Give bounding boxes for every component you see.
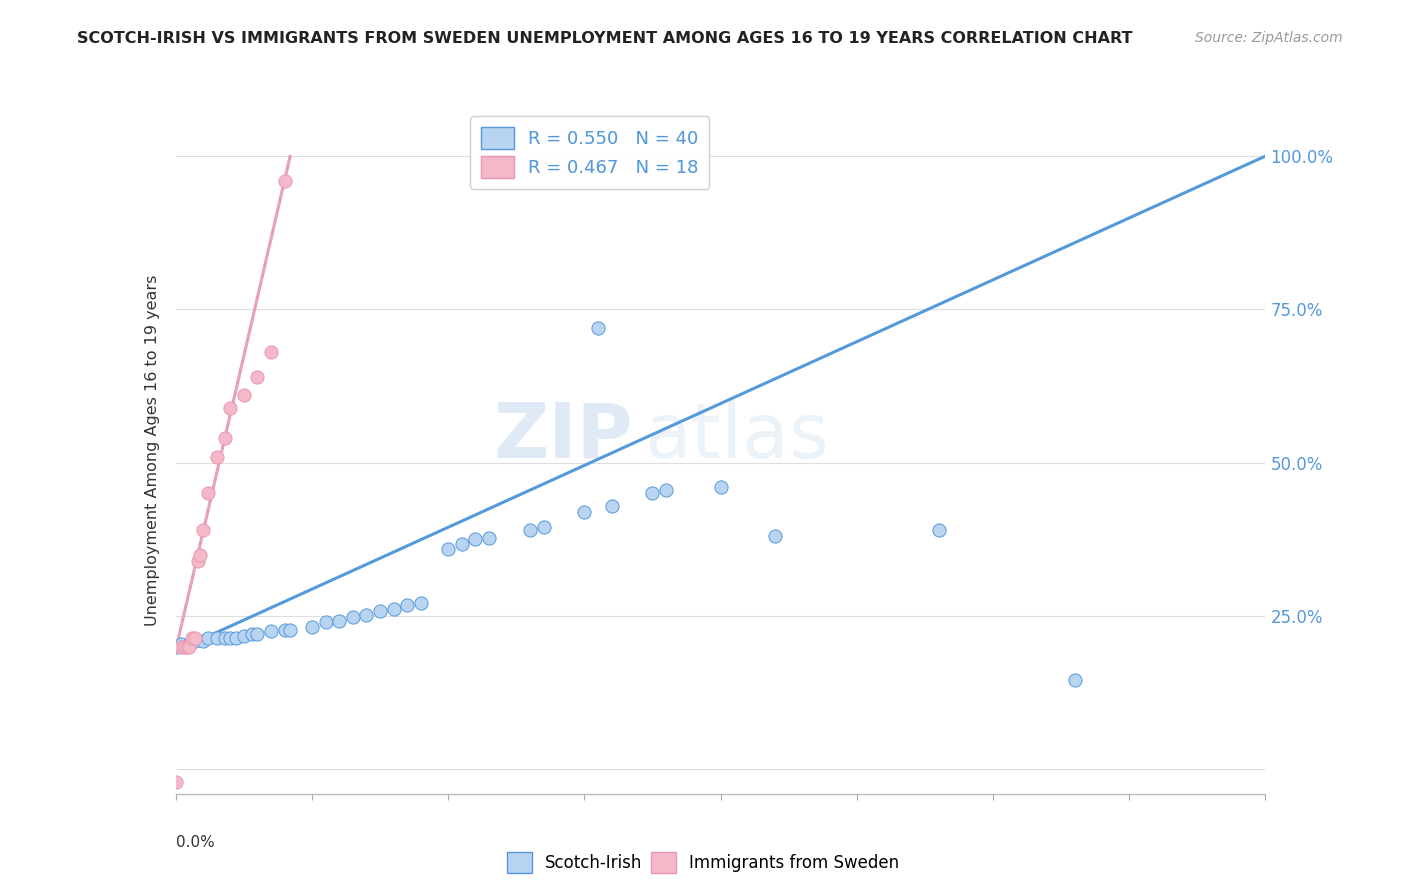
Point	[188, 548, 211, 562]
Point	[214, 431, 236, 445]
Point	[214, 631, 236, 645]
Point	[240, 627, 263, 641]
Text: SCOTCH-IRISH VS IMMIGRANTS FROM SWEDEN UNEMPLOYMENT AMONG AGES 16 TO 19 YEARS CO: SCOTCH-IRISH VS IMMIGRANTS FROM SWEDEN U…	[77, 31, 1133, 46]
Point	[368, 604, 391, 618]
Point	[450, 537, 472, 551]
Point	[165, 774, 187, 789]
Point	[246, 369, 269, 384]
Text: ZIP: ZIP	[494, 400, 633, 474]
Point	[219, 401, 242, 415]
Point	[763, 529, 786, 543]
Point	[197, 631, 219, 645]
Point	[519, 523, 541, 537]
Point	[191, 523, 214, 537]
Point	[655, 483, 678, 498]
Point	[356, 607, 378, 622]
Point	[274, 623, 297, 637]
Point	[315, 615, 337, 630]
Point	[464, 533, 486, 547]
Point	[205, 450, 228, 464]
Point	[219, 631, 242, 645]
Point	[274, 173, 297, 188]
Point	[170, 640, 193, 654]
Text: Source: ZipAtlas.com: Source: ZipAtlas.com	[1195, 31, 1343, 45]
Text: atlas: atlas	[644, 400, 830, 474]
Y-axis label: Unemployment Among Ages 16 to 19 years: Unemployment Among Ages 16 to 19 years	[145, 275, 160, 626]
Point	[176, 640, 198, 654]
Point	[641, 486, 664, 500]
Point	[165, 640, 187, 654]
Point	[173, 640, 195, 654]
Legend: R = 0.550   N = 40, R = 0.467   N = 18: R = 0.550 N = 40, R = 0.467 N = 18	[471, 116, 709, 189]
Point	[278, 623, 301, 637]
Point	[328, 614, 350, 628]
Legend: Scotch-Irish, Immigrants from Sweden: Scotch-Irish, Immigrants from Sweden	[501, 846, 905, 880]
Point	[186, 554, 209, 568]
Point	[232, 629, 254, 643]
Point	[1063, 673, 1085, 688]
Point	[342, 610, 364, 624]
Point	[260, 624, 283, 639]
Point	[396, 598, 419, 612]
Point	[179, 640, 201, 654]
Point	[184, 631, 207, 645]
Point	[260, 345, 283, 359]
Text: 0.0%: 0.0%	[176, 835, 215, 850]
Point	[478, 531, 501, 545]
Point	[225, 631, 247, 645]
Point	[191, 633, 214, 648]
Point	[184, 633, 207, 648]
Point	[232, 388, 254, 402]
Point	[205, 631, 228, 645]
Point	[437, 541, 460, 556]
Point	[246, 627, 269, 641]
Point	[181, 631, 204, 645]
Point	[409, 596, 432, 610]
Point	[170, 637, 193, 651]
Point	[382, 601, 405, 615]
Point	[533, 520, 555, 534]
Point	[197, 486, 219, 500]
Point	[928, 523, 950, 537]
Point	[179, 637, 201, 651]
Point	[574, 505, 596, 519]
Point	[301, 620, 323, 634]
Point	[710, 480, 733, 494]
Point	[586, 321, 609, 335]
Point	[600, 499, 623, 513]
